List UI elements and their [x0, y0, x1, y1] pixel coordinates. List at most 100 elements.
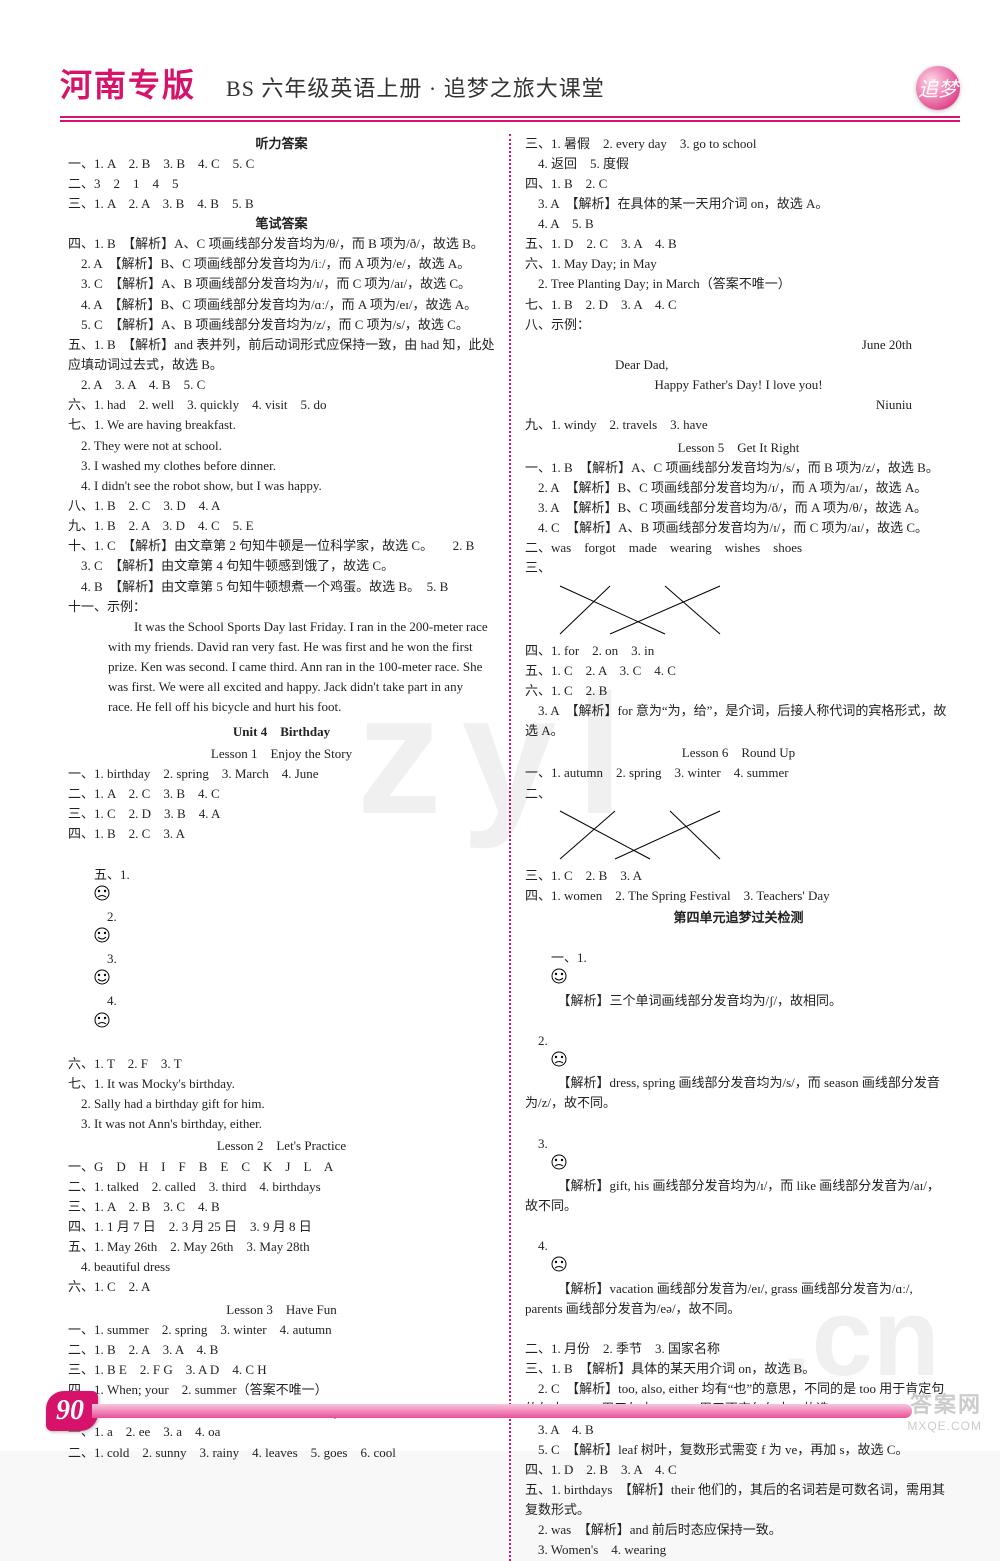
corner-cn: 答案网 — [910, 1387, 982, 1419]
answer-line: 五、1. birthdays 【解析】their 他们的，其后的名词若是可数名词… — [525, 1480, 952, 1520]
explanation: 【解析】gift, his 画线部分发音均为/ɪ/，而 like 画线部分发音为… — [525, 1178, 940, 1213]
answer-line: 四、1. B 【解析】A、C 项画线部分发音均为/θ/，而 B 项为/ð/，故选… — [68, 234, 495, 254]
label: 一、1. — [551, 950, 587, 965]
letter-body: Happy Father's Day! I love you! — [525, 375, 952, 395]
unit-title: Unit 4 Birthday — [68, 722, 495, 742]
answer-line: 四、1. D 2. B 3. A 4. C — [525, 1460, 952, 1480]
answer-line: 六、1. T 2. F 3. T — [68, 1054, 495, 1074]
answer-line: 3. I washed my clothes before dinner. — [68, 456, 495, 476]
lesson-title: Lesson 6 Round Up — [525, 743, 952, 763]
answer-line: 4. B 【解析】由文章第 5 句知牛顿想煮一个鸡蛋。故选 B。 5. B — [68, 577, 495, 597]
lesson-title: Lesson 1 Enjoy the Story — [68, 744, 495, 764]
answer-line: 九、1. B 2. A 3. D 4. C 5. E — [68, 516, 495, 536]
letter-greeting: Dear Dad, — [525, 355, 952, 375]
answer-line: 六、1. May Day; in May — [525, 254, 952, 274]
answer-line: 九、1. windy 2. travels 3. have — [525, 415, 952, 435]
answer-line: 二、1. A 2. C 3. B 4. C — [68, 784, 495, 804]
answer-line: 一、1. summer 2. spring 3. winter 4. autum… — [68, 1320, 495, 1340]
answer-line: 二、1. talked 2. called 3. third 4. birthd… — [68, 1177, 495, 1197]
answer-line: 2. 【解析】dress, spring 画线部分发音均为/s/，而 seaso… — [525, 1031, 952, 1134]
answer-line: 三、1. B 【解析】具体的某天用介词 on，故选 B。 — [525, 1359, 952, 1379]
writing-heading: 笔试答案 — [68, 214, 495, 234]
answer-line: 3. C 【解析】A、B 项画线部分发音均为/ɪ/，而 C 项为/aɪ/，故选 … — [68, 274, 495, 294]
lesson-title: Lesson 5 Get It Right — [525, 438, 952, 458]
answer-line: 三、1. A 2. A 3. B 4. B 5. B — [68, 194, 495, 214]
answer-line: 六、1. had 2. well 3. quickly 4. visit 5. … — [68, 395, 495, 415]
answer-line: 二、 — [525, 784, 952, 804]
answer-line: 4. A 【解析】B、C 项画线部分发音均为/ɑː/，而 A 项为/eɪ/，故选… — [68, 295, 495, 315]
answer-line: 四、1. women 2. The Spring Festival 3. Tea… — [525, 886, 952, 906]
lesson-title: Lesson 2 Let's Practice — [68, 1136, 495, 1156]
corner-en: MXQE.COM — [907, 1419, 982, 1433]
letter-signature: Niuniu — [525, 395, 952, 415]
answer-line: 四、1. 1 月 7 日 2. 3 月 25 日 3. 9 月 8 日 — [68, 1217, 495, 1237]
answer-line: 一、1. 【解析】三个单词画线部分发音均为/ʃ/，故相同。 — [525, 928, 952, 1031]
answer-line: 四、1. B 2. C — [525, 174, 952, 194]
answer-line: 3. A 【解析】B、C 项画线部分发音均为/ð/，而 A 项为/θ/，故选 A… — [525, 498, 952, 518]
answer-line: 六、1. C 2. A — [68, 1277, 495, 1297]
answer-line: 2. A 3. A 4. B 5. C — [68, 375, 495, 395]
answer-line: 2. A 【解析】B、C 项画线部分发音均为/iː/，而 A 项为/e/，故选 … — [68, 254, 495, 274]
book-title: BS 六年级英语上册 · 追梦之旅大课堂 — [226, 71, 886, 103]
answer-line: 4. A 5. B — [525, 214, 952, 234]
sad-face-icon — [551, 1154, 567, 1170]
answer-line: 二、1. cold 2. sunny 3. rainy 4. leaves 5.… — [68, 1443, 495, 1463]
corner-brand: 答案网 MXQE.COM — [907, 1387, 982, 1433]
label: 五、1. — [94, 867, 130, 882]
answer-line: 二、1. 月份 2. 季节 3. 国家名称 — [525, 1339, 952, 1359]
answer-line: 2. was 【解析】and 前后时态应保持一致。 — [525, 1520, 952, 1540]
answer-line: 十一、示例： — [68, 597, 495, 617]
left-column: 听力答案 一、1. A 2. B 3. B 4. C 5. C 二、3 2 1 … — [60, 134, 503, 1561]
page-footer: 90 — [46, 1391, 912, 1431]
answer-line: 四、1. B 2. C 3. A — [68, 824, 495, 844]
happy-face-icon — [551, 968, 567, 984]
answer-line: 4. 返回 5. 度假 — [525, 154, 952, 174]
footer-bar — [92, 1404, 912, 1418]
answer-line: 2. A 【解析】B、C 项画线部分发音均为/ɪ/，而 A 项为/aɪ/，故选 … — [525, 478, 952, 498]
answer-line: 七、1. It was Mocky's birthday. — [68, 1074, 495, 1094]
answer-line: 一、1. birthday 2. spring 3. March 4. June — [68, 764, 495, 784]
answer-line: 2. They were not at school. — [68, 436, 495, 456]
answer-line: 3. 【解析】gift, his 画线部分发音均为/ɪ/，而 like 画线部分… — [525, 1134, 952, 1237]
answer-line: 3. A 【解析】for 意为“为，给”，是介词，后接人称代词的宾格形式，故选 … — [525, 701, 952, 741]
label: 2. — [94, 909, 117, 924]
matching-diagram — [555, 581, 725, 639]
answer-line: 5. C 【解析】leaf 树叶，复数形式需变 f 为 ve，再加 s，故选 C… — [525, 1440, 952, 1460]
answer-line: 3. A 【解析】在具体的某一天用介词 on，故选 A。 — [525, 194, 952, 214]
right-column: 三、1. 暑假 2. every day 3. go to school 4. … — [517, 134, 960, 1561]
column-divider — [509, 134, 511, 1561]
happy-face-icon — [94, 927, 110, 943]
answer-line: 八、示例： — [525, 315, 952, 335]
explanation: 【解析】dress, spring 画线部分发音均为/s/，而 season 画… — [525, 1075, 940, 1110]
answer-line: 二、1. B 2. A 3. A 4. B — [68, 1340, 495, 1360]
answer-line: 五、1. May 26th 2. May 26th 3. May 28th — [68, 1237, 495, 1257]
label: 4. — [94, 993, 117, 1008]
answer-line: 二、3 2 1 4 5 — [68, 174, 495, 194]
answer-line: 4. beautiful dress — [68, 1257, 495, 1277]
explanation: 【解析】vacation 画线部分发音为/eɪ/, grass 画线部分发音为/… — [525, 1281, 916, 1316]
label: 3. — [94, 951, 117, 966]
answer-line: 4. 【解析】vacation 画线部分发音为/eɪ/, grass 画线部分发… — [525, 1236, 952, 1339]
listening-heading: 听力答案 — [68, 134, 495, 154]
answer-line: 3. Women's 4. wearing — [525, 1540, 952, 1560]
content-columns: 听力答案 一、1. A 2. B 3. B 4. C 5. C 二、3 2 1 … — [60, 134, 960, 1561]
dream-badge-icon: 追梦 — [916, 66, 960, 110]
answer-line: 四、1. for 2. on 3. in — [525, 641, 952, 661]
answer-line: 十、1. C 【解析】由文章第 2 句知牛顿是一位科学家，故选 C。 2. B — [68, 536, 495, 556]
answer-line: 五、1. D 2. C 3. A 4. B — [525, 234, 952, 254]
answer-line: 3. C 【解析】由文章第 4 句知牛顿感到饿了，故选 C。 — [68, 556, 495, 576]
matching-diagram — [555, 806, 725, 864]
answer-line: 三、1. 暑假 2. every day 3. go to school — [525, 134, 952, 154]
answer-line: 4. I didn't see the robot show, but I wa… — [68, 476, 495, 496]
sad-face-icon — [551, 1256, 567, 1272]
answer-line: 一、1. autumn 2. spring 3. winter 4. summe… — [525, 763, 952, 783]
letter-date: June 20th — [525, 335, 952, 355]
page-header: 河南专版 BS 六年级英语上册 · 追梦之旅大课堂 追梦 — [60, 60, 960, 110]
lesson-title: Lesson 3 Have Fun — [68, 1300, 495, 1320]
answer-line: 5. C 【解析】A、B 项画线部分发音均为/z/，而 C 项为/s/，故选 C… — [68, 315, 495, 335]
answer-line: 三、 — [525, 558, 952, 578]
test-title: 第四单元追梦过关检测 — [525, 908, 952, 928]
answer-line: 一、G D H I F B E C K J L A — [68, 1157, 495, 1177]
answer-line: 3. It was not Ann's birthday, either. — [68, 1114, 495, 1134]
answer-line: 六、1. C 2. B — [525, 681, 952, 701]
